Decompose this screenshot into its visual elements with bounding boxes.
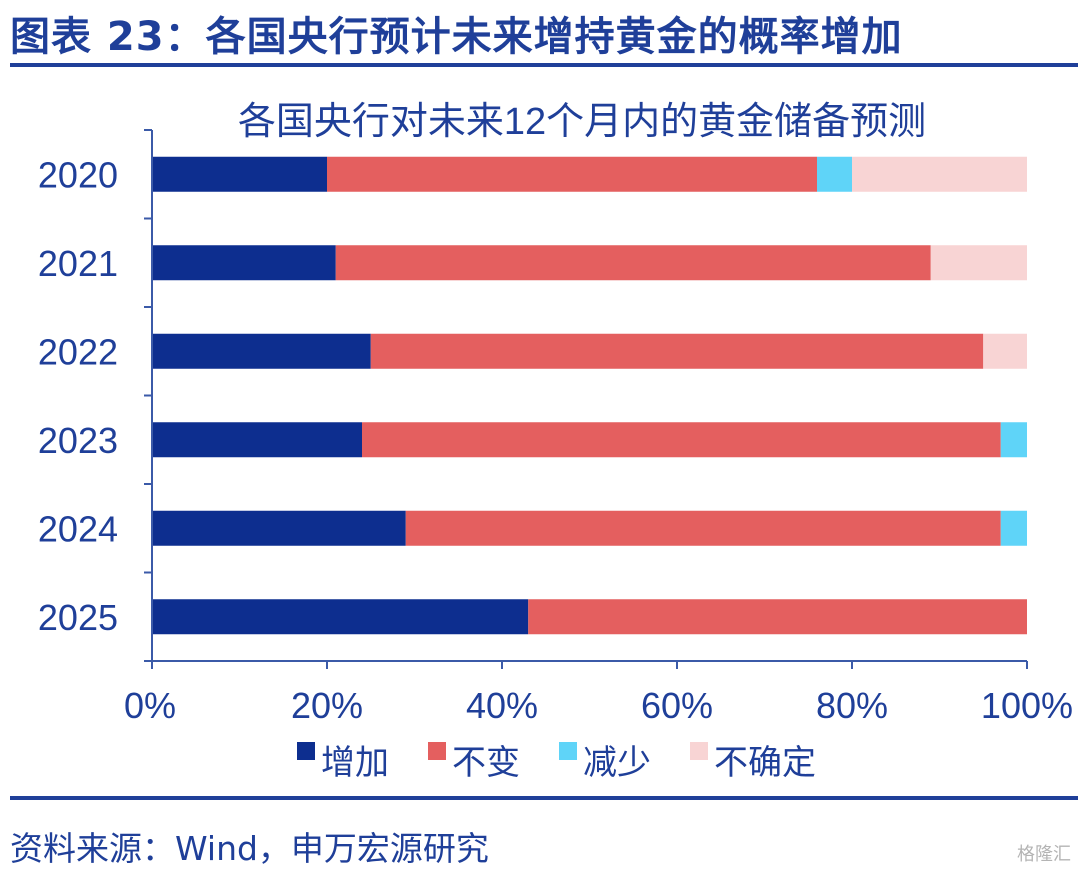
bar-2020-减少 (817, 156, 852, 192)
legend-swatch (559, 742, 577, 760)
bar-2020-不变 (327, 156, 817, 192)
bars-group: 2020 2021 2022 2023 2024 2025 (38, 154, 1027, 638)
legend-swatch (297, 742, 315, 760)
y-tick-label: 2024 (38, 508, 118, 549)
y-tick-label: 2022 (38, 331, 118, 372)
bar-2023-增加 (152, 422, 362, 458)
figure-title: 图表 23：各国央行预计未来增持黄金的概率增加 (10, 14, 903, 60)
legend: 增加 不变 减少 不确定 (297, 742, 816, 782)
bar-2022-增加 (152, 333, 371, 369)
source-divider (10, 796, 1078, 800)
bar-2024-不变 (405, 510, 1001, 546)
title-divider (10, 63, 1078, 67)
legend-swatch (428, 742, 446, 760)
bar-2022-不确定 (983, 333, 1027, 369)
bar-2021-增加 (152, 245, 336, 281)
y-tick-label: 2021 (38, 243, 118, 284)
bar-2022-不变 (370, 333, 984, 369)
bar-2024-增加 (152, 510, 406, 546)
x-tick-label: 80% (816, 685, 888, 726)
chart-title: 各国央行对未来12个月内的黄金储备预测 (238, 101, 926, 143)
x-tick-label: 60% (641, 685, 713, 726)
bar-2021-不确定 (930, 245, 1027, 281)
y-tick-label: 2023 (38, 420, 118, 461)
bar-2025-不变 (528, 599, 1027, 635)
stacked-bar-chart: 各国央行对未来12个月内的黄金储备预测 2020 2021 2022 2023 2024… (38, 101, 1073, 782)
axes-group: 0% 20% 40% 60% 80% 100% (124, 129, 1073, 726)
legend-swatch (690, 742, 708, 760)
bar-2020-不确定 (852, 156, 1027, 192)
legend-label: 增加 (321, 744, 389, 782)
x-tick-label: 100% (981, 685, 1073, 726)
legend-label: 不确定 (714, 744, 816, 782)
y-tick-label: 2025 (38, 597, 118, 638)
x-tick-label: 20% (291, 685, 363, 726)
x-tick-label: 40% (466, 685, 538, 726)
x-tick-label: 0% (124, 685, 176, 726)
bar-2021-不变 (335, 245, 931, 281)
watermark-text: 格隆汇 (1017, 844, 1071, 865)
bar-2024-减少 (1000, 510, 1027, 546)
y-tick-label: 2020 (38, 154, 118, 195)
legend-label: 不变 (452, 744, 520, 782)
bar-2020-增加 (152, 156, 327, 192)
source-note: 资料来源：Wind，申万宏源研究 (10, 829, 489, 868)
bar-2023-不变 (362, 422, 1001, 458)
bar-2023-减少 (1000, 422, 1027, 458)
bar-2025-增加 (152, 599, 529, 635)
legend-label: 减少 (583, 744, 651, 782)
